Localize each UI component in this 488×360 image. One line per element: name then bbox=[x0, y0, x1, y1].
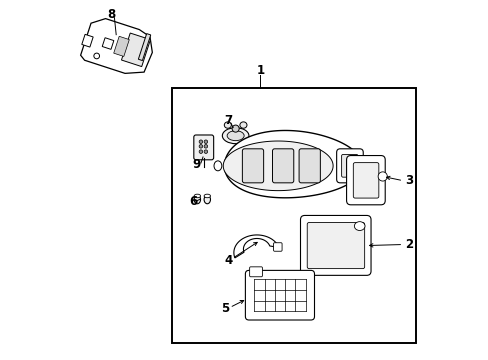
Polygon shape bbox=[102, 38, 114, 49]
Polygon shape bbox=[81, 19, 152, 73]
Text: 5: 5 bbox=[221, 302, 229, 315]
Text: 3: 3 bbox=[404, 174, 412, 187]
Ellipse shape bbox=[226, 131, 244, 141]
FancyBboxPatch shape bbox=[249, 267, 262, 277]
Circle shape bbox=[203, 150, 207, 153]
Ellipse shape bbox=[240, 122, 246, 128]
Bar bbox=[171, 88, 416, 343]
FancyBboxPatch shape bbox=[336, 149, 363, 183]
Polygon shape bbox=[114, 36, 129, 57]
FancyBboxPatch shape bbox=[353, 163, 378, 198]
FancyBboxPatch shape bbox=[242, 149, 263, 183]
Polygon shape bbox=[121, 33, 150, 67]
Text: 7: 7 bbox=[224, 114, 232, 127]
FancyBboxPatch shape bbox=[272, 149, 293, 183]
Text: 2: 2 bbox=[404, 238, 412, 251]
Ellipse shape bbox=[194, 194, 200, 198]
Circle shape bbox=[94, 53, 100, 59]
Ellipse shape bbox=[203, 194, 210, 198]
Polygon shape bbox=[81, 34, 93, 47]
FancyBboxPatch shape bbox=[245, 270, 314, 320]
Circle shape bbox=[232, 125, 239, 132]
Ellipse shape bbox=[354, 222, 364, 230]
Polygon shape bbox=[224, 130, 362, 198]
FancyBboxPatch shape bbox=[346, 156, 385, 205]
FancyBboxPatch shape bbox=[341, 154, 357, 177]
Ellipse shape bbox=[214, 161, 222, 171]
Text: 1: 1 bbox=[256, 64, 264, 77]
Ellipse shape bbox=[194, 195, 200, 204]
Circle shape bbox=[203, 140, 207, 144]
FancyBboxPatch shape bbox=[306, 222, 364, 269]
Circle shape bbox=[203, 145, 207, 148]
Text: 8: 8 bbox=[107, 8, 116, 21]
FancyBboxPatch shape bbox=[299, 149, 320, 183]
FancyBboxPatch shape bbox=[273, 243, 282, 251]
Circle shape bbox=[199, 150, 202, 153]
Polygon shape bbox=[223, 141, 332, 191]
Ellipse shape bbox=[203, 195, 210, 204]
Ellipse shape bbox=[224, 122, 231, 128]
Ellipse shape bbox=[222, 128, 248, 144]
Text: 9: 9 bbox=[192, 158, 201, 171]
Text: 4: 4 bbox=[224, 254, 232, 267]
Polygon shape bbox=[138, 33, 150, 60]
FancyBboxPatch shape bbox=[300, 215, 370, 275]
Polygon shape bbox=[233, 235, 278, 258]
Circle shape bbox=[199, 145, 202, 148]
Circle shape bbox=[199, 140, 202, 144]
Text: 6: 6 bbox=[188, 195, 197, 208]
FancyBboxPatch shape bbox=[193, 135, 213, 160]
Circle shape bbox=[377, 172, 386, 181]
